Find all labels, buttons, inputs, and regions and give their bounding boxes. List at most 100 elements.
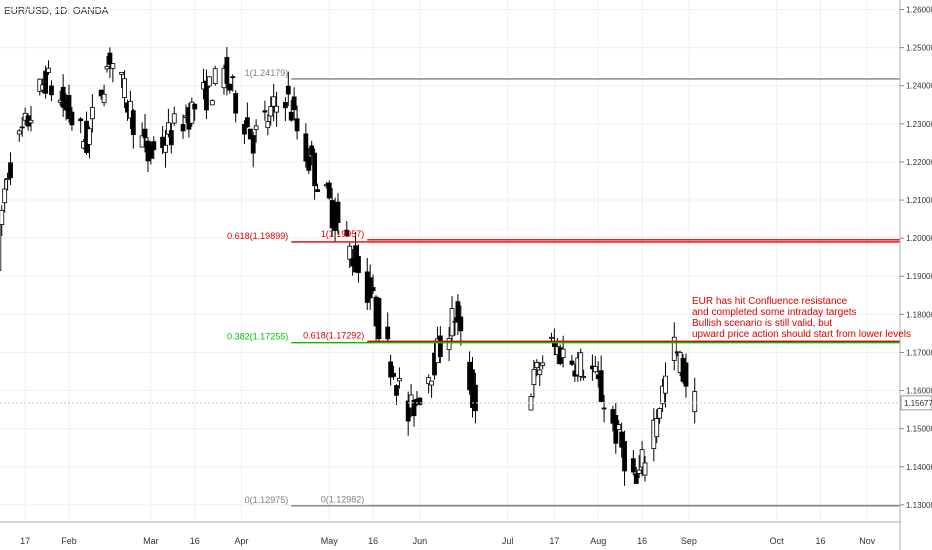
candle-up <box>28 119 34 124</box>
candle-up <box>46 67 51 73</box>
candle-down <box>130 110 136 135</box>
candle-down <box>19 126 25 129</box>
candle-up <box>639 449 645 468</box>
fib-label: 0(1.12982) <box>321 495 365 505</box>
candle-down <box>315 189 320 193</box>
y-tick-label: 1.15000 <box>906 425 932 434</box>
candle-up <box>426 377 432 385</box>
fib-label: 0.382(1.17255) <box>227 332 288 342</box>
candle-down <box>432 352 437 376</box>
candle-up <box>578 352 584 377</box>
candle-down <box>326 182 332 199</box>
candle-up <box>671 336 677 361</box>
y-tick-label: 1.19000 <box>906 272 932 281</box>
candle-down <box>309 145 315 156</box>
candle-up <box>209 100 215 106</box>
x-tick-label: Sep <box>681 536 697 546</box>
candle-down <box>376 298 382 340</box>
candle-down <box>619 431 625 448</box>
annotation-line: EUR has hit Confluence resistance <box>692 296 848 307</box>
annotation-line: upward price action should start from lo… <box>692 329 911 340</box>
candle-down <box>168 130 174 146</box>
x-tick-label: Apr <box>235 536 249 546</box>
candle-down <box>291 96 297 111</box>
candle-up <box>271 96 277 107</box>
x-tick-label: 16 <box>368 536 378 546</box>
candles <box>0 47 698 486</box>
candle-up <box>104 66 110 70</box>
fib-label: 1(1.19957) <box>321 229 365 239</box>
candle-down <box>344 229 350 236</box>
candle-up <box>534 361 540 369</box>
y-tick-label: 1.23000 <box>906 120 932 129</box>
candle-up <box>101 93 107 104</box>
x-tick-label: 17 <box>549 536 559 546</box>
candle-up <box>212 68 218 84</box>
candle-up <box>87 128 92 145</box>
candle-up <box>347 245 353 260</box>
fib-label: 0.618(1.17292) <box>303 330 364 340</box>
candle-down <box>306 156 312 171</box>
candle-down <box>180 124 186 132</box>
candle-down <box>411 400 417 417</box>
time-axis[interactable]: 17 Feb Mar 16 Apr May 16 Jun Jul 17 Aug 16 Sep Oct 16 N… <box>0 521 900 546</box>
candle-up <box>581 375 587 378</box>
candle-up <box>397 378 402 382</box>
x-tick-label: Nov <box>859 536 876 546</box>
candle-down <box>683 362 689 387</box>
candle-up <box>139 135 145 148</box>
x-tick-label: 16 <box>637 536 647 546</box>
candle-down <box>391 372 396 377</box>
candle-up <box>16 130 22 135</box>
candle-down <box>394 385 399 396</box>
x-tick-label: Aug <box>590 536 606 546</box>
y-tick-label: 1.26000 <box>906 6 932 15</box>
candle-down <box>285 85 291 95</box>
candle-up <box>89 107 95 120</box>
candle-up <box>429 380 434 386</box>
candle-up <box>265 121 271 129</box>
x-tick-label: 16 <box>815 536 825 546</box>
candle-down <box>458 316 464 332</box>
y-tick-label: 1.18000 <box>906 310 932 319</box>
x-tick-label: Oct <box>770 536 785 546</box>
candle-up <box>531 369 537 386</box>
candle-up <box>171 113 177 124</box>
candle-up <box>0 217 2 271</box>
x-tick-label: Jun <box>413 536 428 546</box>
candle-down <box>107 52 113 65</box>
candle-down <box>370 287 376 292</box>
candle-down <box>385 326 391 340</box>
x-tick-label: 17 <box>20 536 30 546</box>
candle-down <box>288 111 294 121</box>
candle-up <box>692 391 698 413</box>
candle-down <box>262 110 268 113</box>
candle-up <box>660 385 665 405</box>
fib-levels: 1(1.24179) 0.618(1.19899) 1(1.19957) 0.382(… <box>227 68 900 507</box>
candle-up <box>274 105 280 113</box>
y-tick-label: 1.13000 <box>906 501 932 510</box>
candle-up <box>657 408 663 419</box>
candle-up <box>616 424 622 431</box>
candle-down <box>242 124 247 135</box>
candle-down <box>312 152 318 187</box>
symbol-title: EUR/USD, 1D, OANDA <box>4 6 109 17</box>
candle-down <box>227 83 233 91</box>
candle-up <box>636 469 642 474</box>
candle-down <box>247 128 253 140</box>
x-tick-label: Mar <box>143 536 159 546</box>
candle-down <box>8 162 13 179</box>
candle-up <box>119 72 125 75</box>
y-tick-label: 1.25000 <box>906 44 932 53</box>
candle-up <box>446 338 452 351</box>
candle-up <box>2 188 8 204</box>
candle-up <box>110 63 116 69</box>
candle-up <box>560 348 566 359</box>
candle-down <box>356 256 361 274</box>
candle-up <box>592 366 598 373</box>
candle-up <box>268 106 274 117</box>
annotation-line: Bullish scenario is still valid, but <box>692 318 832 329</box>
